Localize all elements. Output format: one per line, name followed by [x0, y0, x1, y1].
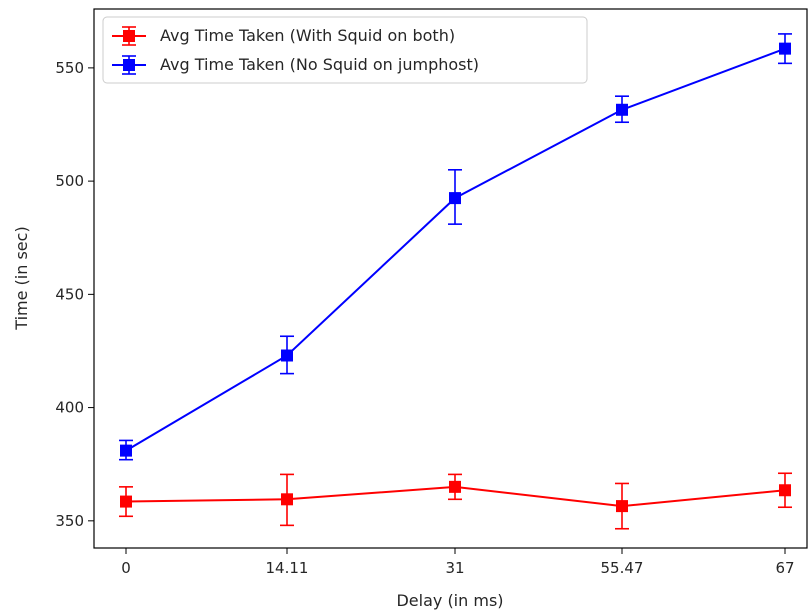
y-axis-ticks: 350 400 450 500 550: [55, 59, 94, 530]
x-axis-ticks: 0 14.11 31 55.47 67: [121, 548, 795, 577]
y-tick-label: 350: [55, 512, 84, 530]
legend-entry: Avg Time Taken (No Squid on jumphost): [112, 55, 479, 75]
data-point: [120, 444, 132, 457]
y-tick-label: 400: [55, 399, 84, 417]
y-tick-label: 450: [55, 285, 84, 303]
legend-entries: Avg Time Taken (With Squid on both) Avg T…: [112, 26, 479, 75]
data-point: [449, 192, 461, 205]
x-tick-label: 14.11: [266, 559, 309, 577]
y-axis-label: Time (in sec): [12, 226, 31, 330]
legend-box: [102, 16, 588, 84]
x-tick-label: 55.47: [601, 559, 644, 577]
x-tick-label: 31: [445, 559, 464, 577]
legend-entry: Avg Time Taken (With Squid on both): [112, 26, 455, 46]
data-point: [616, 500, 628, 513]
data-point: [120, 495, 132, 508]
data-point: [779, 484, 791, 497]
legend-marker: [123, 30, 135, 42]
data-point: [281, 493, 293, 506]
series-line: [125, 47, 786, 452]
data-point: [616, 103, 628, 116]
data-point: [449, 480, 461, 493]
x-tick-label: 67: [775, 559, 794, 577]
series-layer: [119, 33, 792, 530]
legend-marker: [123, 59, 135, 71]
series-0: [119, 472, 792, 530]
data-point: [281, 349, 293, 362]
series-1: [119, 33, 792, 461]
legend-label: Avg Time Taken (With Squid on both): [160, 26, 455, 45]
data-point: [779, 42, 791, 55]
legend-label: Avg Time Taken (No Squid on jumphost): [160, 55, 479, 74]
y-tick-label: 500: [55, 172, 84, 190]
x-tick-label: 0: [121, 559, 131, 577]
legend: Avg Time Taken (With Squid on both) Avg T…: [102, 16, 588, 84]
y-tick-label: 550: [55, 59, 84, 77]
plot-frame: [93, 8, 808, 549]
x-axis-label: Delay (in ms): [396, 591, 503, 610]
